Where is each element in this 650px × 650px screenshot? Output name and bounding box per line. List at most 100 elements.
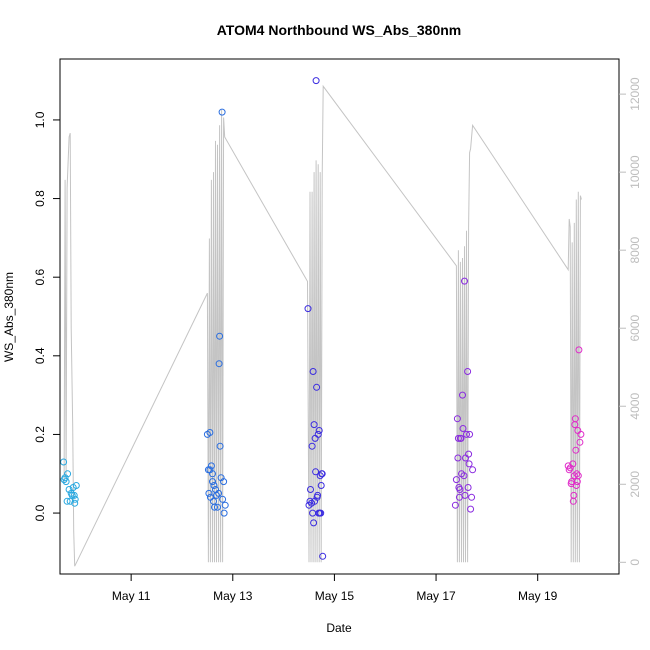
- data-point: [318, 470, 326, 478]
- y-left-tick-label: 1.0: [33, 111, 47, 128]
- data-point: [70, 491, 78, 499]
- data-point: [456, 486, 464, 493]
- x-tick-label: May 15: [315, 589, 355, 603]
- data-point: [315, 427, 323, 434]
- data-point: [312, 468, 320, 476]
- data-point: [309, 368, 317, 375]
- data-point: [215, 489, 223, 497]
- data-point: [207, 462, 215, 470]
- data-point: [220, 509, 228, 517]
- x-axis: May 11 May 13 May 15 May 17 May 19: [112, 573, 558, 603]
- data-point: [71, 495, 79, 503]
- data-point: [221, 501, 229, 509]
- data-point: [60, 476, 68, 484]
- data-point: [310, 519, 318, 527]
- data-point: [215, 360, 223, 368]
- data-point: [211, 503, 218, 511]
- data-point: [451, 501, 459, 509]
- y-axis-right: 0 2000 4000 6000 8000 10000 12000: [619, 77, 642, 566]
- data-point: [218, 108, 226, 116]
- data-point: [454, 454, 462, 462]
- data-point: [463, 430, 470, 438]
- data-point: [209, 478, 216, 486]
- data-point: [570, 491, 578, 499]
- y-left-tick-label: 0.6: [33, 269, 47, 286]
- x-tick-label: May 17: [416, 589, 456, 603]
- data-point: [209, 470, 216, 478]
- data-point: [306, 497, 314, 505]
- x-axis-title: Date: [326, 621, 352, 635]
- data-point: [304, 305, 312, 313]
- data-point: [309, 509, 317, 517]
- data-point: [206, 429, 214, 436]
- data-point: [63, 497, 71, 505]
- data-point: [452, 476, 460, 484]
- y-left-tick-label: 0.4: [33, 347, 47, 364]
- data-point: [461, 277, 468, 285]
- data-point: [313, 383, 321, 391]
- data-point: [572, 446, 580, 454]
- data-point: [464, 368, 472, 375]
- data-point: [311, 497, 319, 505]
- data-point: [307, 486, 314, 493]
- y-right-tick-label: 10000: [628, 155, 642, 189]
- y-right-tick-label: 8000: [628, 237, 642, 264]
- data-point: [453, 415, 461, 423]
- data-point: [461, 491, 469, 499]
- data-point: [308, 442, 316, 450]
- x-tick-label: May 13: [213, 589, 253, 603]
- data-point: [310, 421, 318, 429]
- data-point: [312, 77, 320, 85]
- y-left-tick-label: 0.2: [33, 426, 47, 443]
- data-point: [316, 472, 324, 480]
- data-point: [571, 415, 579, 423]
- data-point: [464, 484, 472, 491]
- chart-title: ATOM4 Northbound WS_Abs_380nm: [217, 22, 462, 38]
- y-right-tick-label: 2000: [628, 471, 642, 498]
- x-tick-label: May 11: [112, 589, 151, 603]
- y-axis-title: WS_Abs_380nm: [2, 272, 16, 362]
- data-point: [317, 482, 325, 489]
- data-point: [60, 458, 68, 466]
- y-left-tick-label: 0.8: [33, 190, 47, 207]
- y-axis-left: 0.0 0.2 0.4 0.6 0.8 1.0: [33, 111, 60, 521]
- data-point: [210, 482, 218, 489]
- y-right-tick-label: 0: [628, 559, 642, 566]
- data-point: [214, 503, 221, 511]
- data-point: [460, 472, 468, 480]
- data-point: [216, 442, 224, 450]
- data-point: [71, 499, 79, 507]
- data-point: [570, 472, 578, 480]
- data-point: [569, 460, 577, 468]
- secondary-axis-line-layer: [63, 84, 582, 567]
- data-point: [319, 552, 327, 560]
- data-point: [468, 493, 476, 501]
- data-point: [64, 470, 72, 478]
- data-point: [317, 509, 325, 517]
- data-point: [572, 482, 580, 489]
- data-point: [465, 450, 473, 458]
- data-point: [454, 434, 462, 442]
- data-point: [216, 332, 224, 340]
- y-right-tick-label: 6000: [628, 315, 642, 342]
- data-point: [213, 491, 220, 499]
- data-point: [459, 391, 466, 399]
- y-right-tick-label: 4000: [628, 393, 642, 420]
- y-left-tick-label: 0.0: [33, 504, 47, 521]
- data-point: [219, 495, 227, 503]
- data-point: [65, 486, 73, 493]
- data-point: [467, 505, 475, 513]
- data-point: [564, 462, 572, 470]
- altitude-line: [63, 84, 582, 567]
- data-point: [574, 472, 582, 480]
- data-point: [466, 430, 474, 438]
- data-point: [314, 491, 322, 499]
- data-point: [576, 438, 584, 446]
- data-point: [575, 346, 583, 354]
- y-right-tick-label: 12000: [628, 77, 642, 111]
- x-tick-label: May 19: [518, 589, 558, 603]
- data-point: [62, 478, 70, 486]
